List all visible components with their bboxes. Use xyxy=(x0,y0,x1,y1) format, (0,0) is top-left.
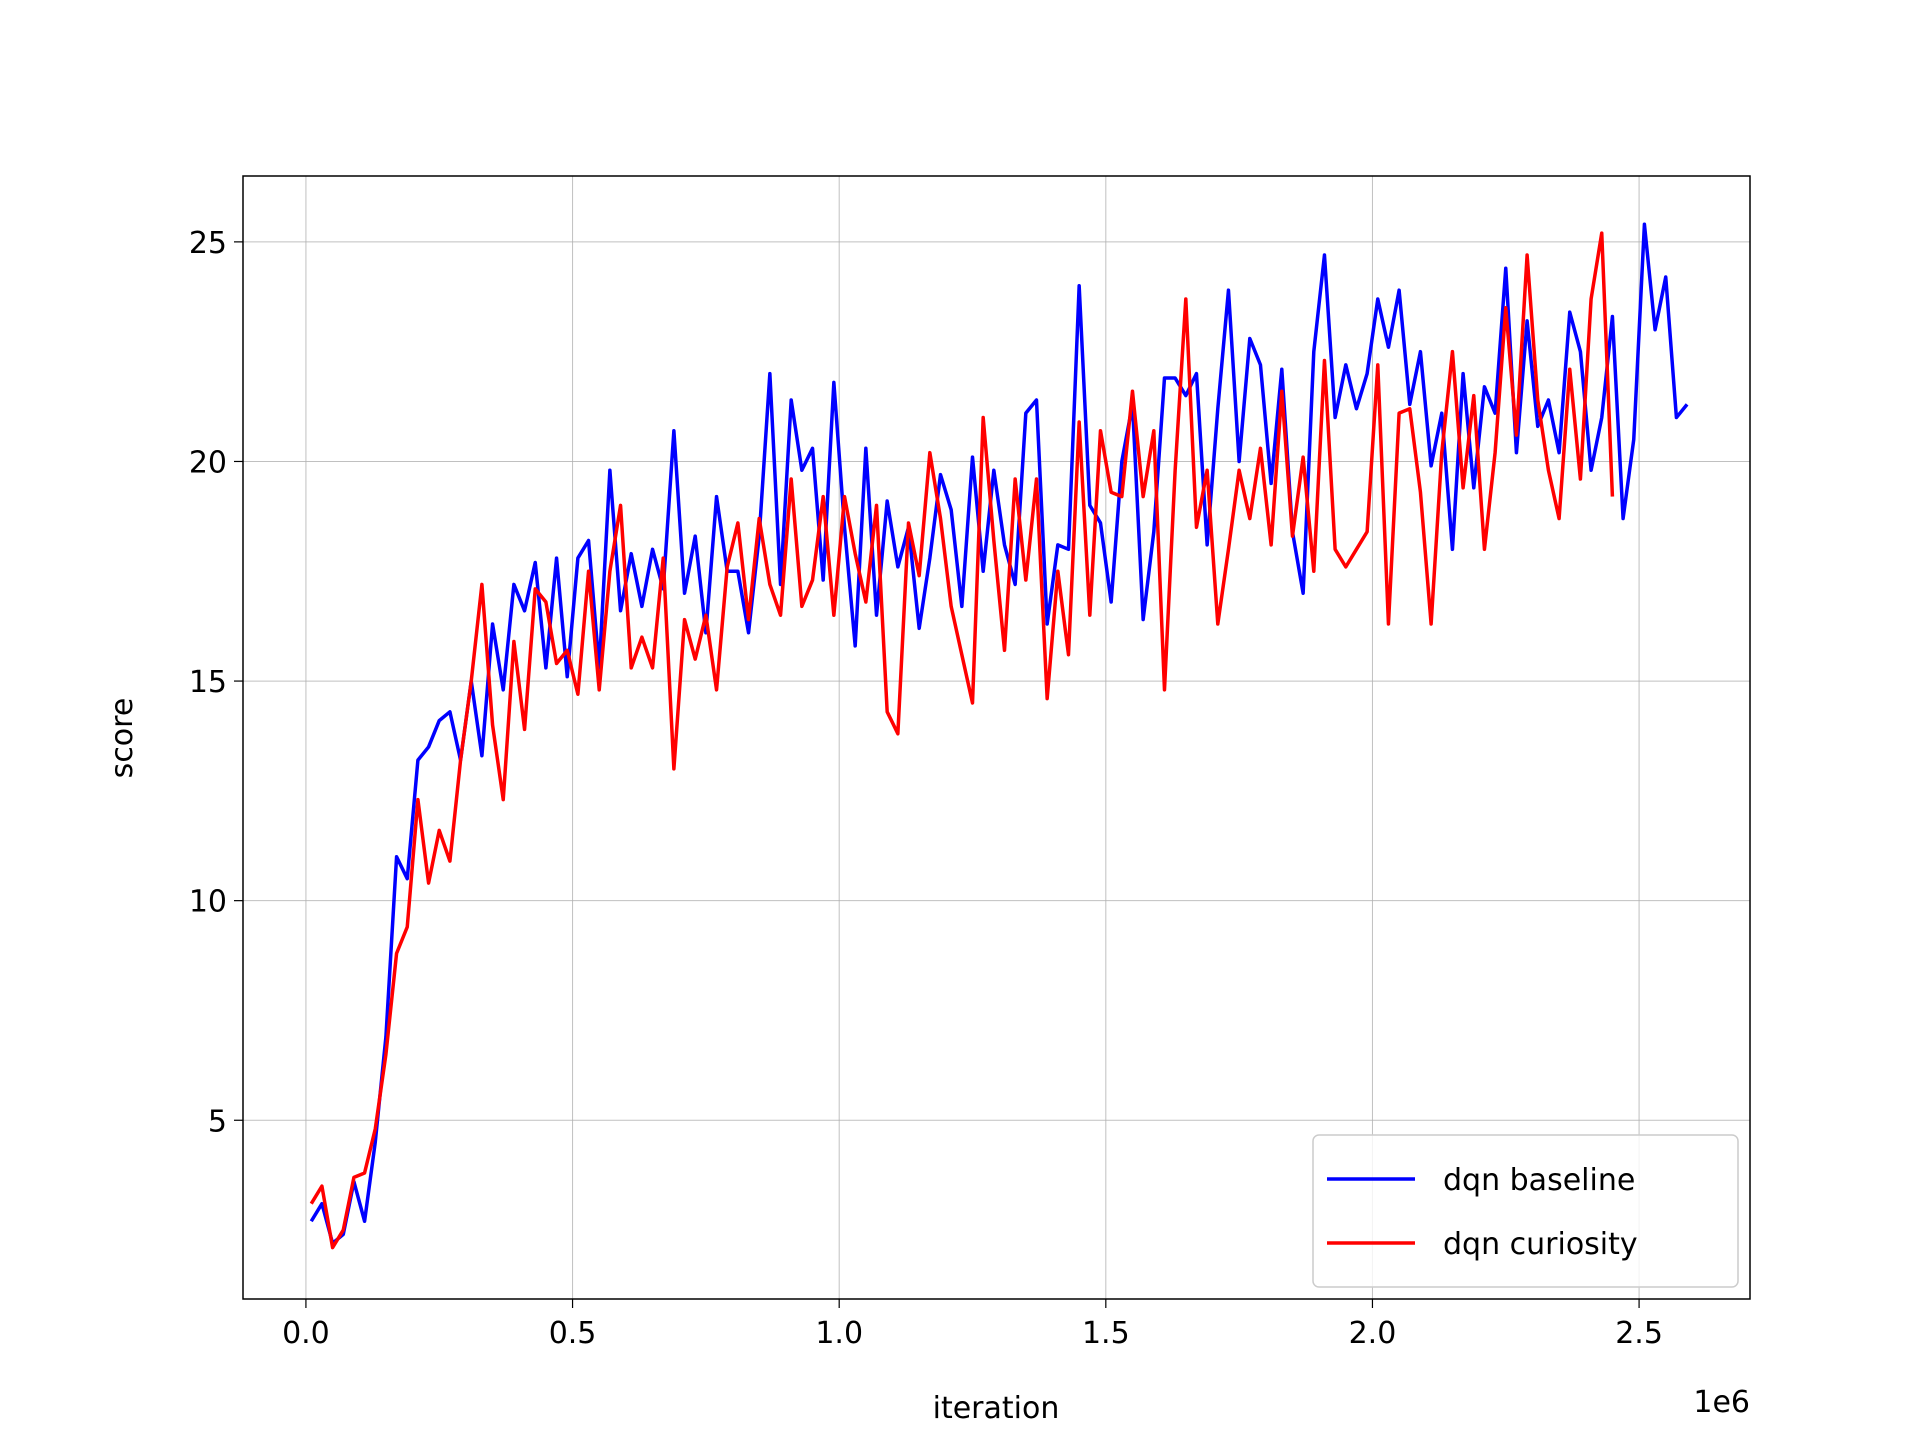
y-tick-label: 10 xyxy=(189,885,227,920)
y-axis-label: score xyxy=(105,698,140,779)
legend-label: dqn baseline xyxy=(1443,1163,1635,1198)
x-tick-label: 1.0 xyxy=(815,1316,863,1351)
x-offset-text: 1e6 xyxy=(1693,1385,1750,1420)
legend-label: dqn curiosity xyxy=(1443,1227,1638,1262)
x-tick-label: 2.5 xyxy=(1615,1316,1663,1351)
plot-frame xyxy=(242,175,1751,1300)
x-axis-label: iteration xyxy=(933,1391,1060,1426)
y-tick-label: 15 xyxy=(189,665,227,700)
legend-box xyxy=(1312,1134,1739,1288)
y-tick-label: 5 xyxy=(208,1104,227,1139)
y-tick-label: 20 xyxy=(189,445,227,480)
x-tick-label: 2.0 xyxy=(1349,1316,1397,1351)
series-line xyxy=(309,231,1615,1250)
series-line xyxy=(309,222,1689,1245)
x-tick-label: 1.5 xyxy=(1082,1316,1130,1351)
x-tick-label: 0.5 xyxy=(549,1316,597,1351)
x-tick-label: 0.0 xyxy=(282,1316,330,1351)
y-tick-label: 25 xyxy=(189,226,227,261)
